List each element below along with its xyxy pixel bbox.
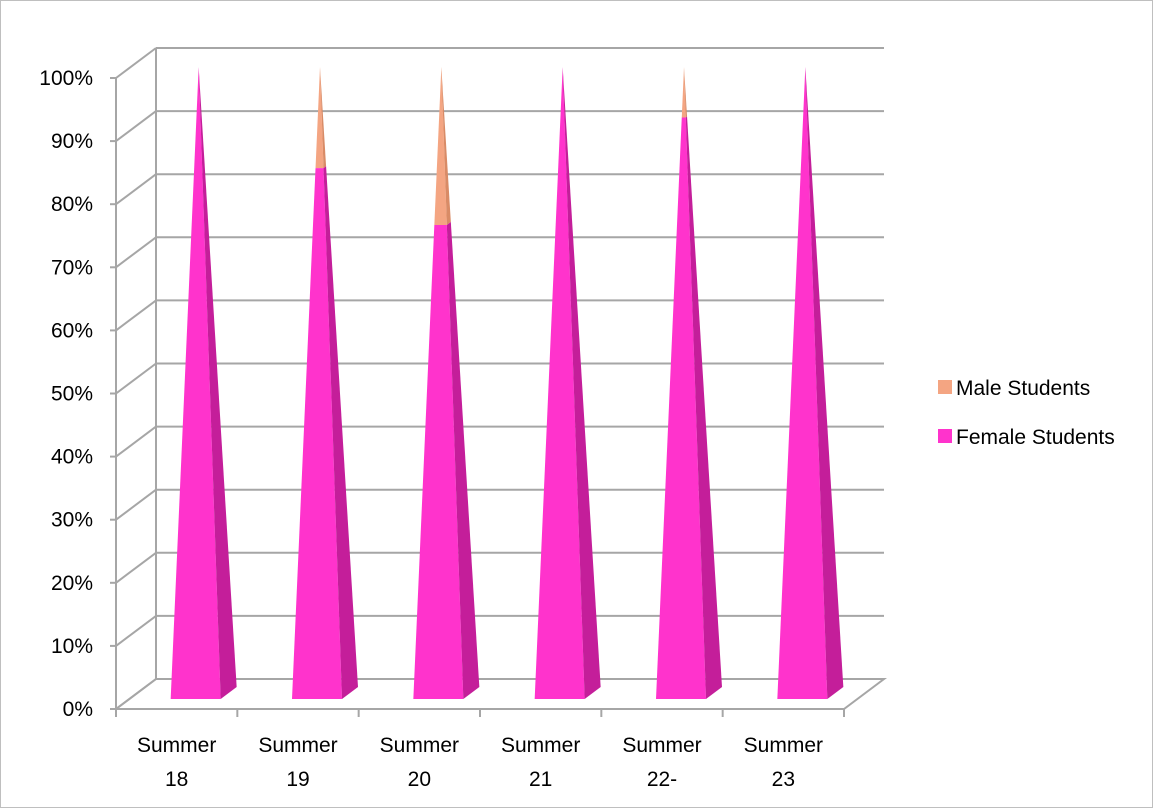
x-tick-label: Summer <box>258 734 337 757</box>
x-tick-label: Summer <box>501 734 580 757</box>
male-segment <box>434 67 447 225</box>
gridline-diagonal <box>115 47 157 79</box>
female-segment-side <box>685 116 722 700</box>
male-segment-side <box>684 67 688 118</box>
female-segment-side <box>198 67 237 699</box>
gridline-diagonal <box>115 488 157 521</box>
female-segment <box>777 67 828 699</box>
gridline-diagonal <box>115 551 157 584</box>
y-tick-label: 70% <box>51 256 93 279</box>
gridline-diagonal <box>115 425 157 458</box>
gridline-diagonal <box>115 299 157 332</box>
female-segment <box>413 225 464 699</box>
x-tick-label: 21 <box>529 768 552 791</box>
y-tick-label: 100% <box>39 67 93 90</box>
x-tick-label: 23 <box>772 768 795 791</box>
gridline-diagonal <box>115 615 157 647</box>
x-tick-label: 18 <box>165 768 188 791</box>
y-tick-label: 90% <box>51 130 93 153</box>
y-tick-label: 60% <box>51 319 93 342</box>
female-segment-side <box>562 67 601 699</box>
male-segment <box>315 67 324 169</box>
x-tick-label: Summer <box>622 734 701 757</box>
female-segment <box>292 168 342 699</box>
female-segment-side <box>323 166 358 699</box>
female-segment <box>534 67 585 699</box>
y-tick-label: 80% <box>51 193 93 216</box>
legend-swatch <box>938 429 952 443</box>
female-segment <box>656 117 706 699</box>
x-tick-label: 20 <box>408 768 431 791</box>
x-tick-label: 22- <box>647 768 677 791</box>
gridline-diagonal <box>115 236 157 269</box>
legend-label: Female Students <box>956 426 1115 449</box>
x-tick-label: Summer <box>137 734 216 757</box>
y-tick-label: 30% <box>51 509 93 532</box>
male-segment <box>681 67 686 118</box>
y-tick-label: 40% <box>51 446 93 469</box>
y-tick-label: 20% <box>51 572 93 595</box>
y-tick-label: 10% <box>51 635 93 658</box>
gridline-diagonal <box>115 173 157 205</box>
x-tick-label: Summer <box>380 734 459 757</box>
gridline-diagonal <box>115 110 157 142</box>
x-tick-label: 19 <box>286 768 309 791</box>
female-segment-side <box>446 222 480 699</box>
male-segment-side <box>441 67 451 225</box>
male-segment-side <box>320 67 327 169</box>
female-segment-side <box>805 67 844 699</box>
female-segment <box>170 67 221 699</box>
gridline-diagonal <box>115 362 157 395</box>
y-tick-label: 50% <box>51 383 93 406</box>
x-tick-label: Summer <box>744 734 823 757</box>
legend-swatch <box>938 380 952 394</box>
y-tick-label: 0% <box>63 698 93 721</box>
legend-label: Male Students <box>956 377 1090 400</box>
